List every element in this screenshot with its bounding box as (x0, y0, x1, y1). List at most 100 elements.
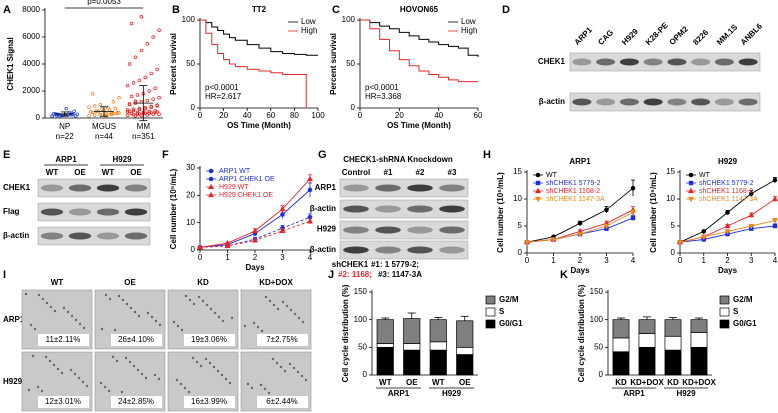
group-label: ARP1 (623, 389, 645, 398)
note: shCHEK1 (332, 260, 369, 269)
cell-speck (150, 315, 154, 319)
x-tick-label: 20 (219, 111, 228, 120)
cell-speck (283, 369, 287, 373)
cell-speck (146, 311, 150, 315)
cell-speck (228, 381, 232, 385)
band (343, 205, 369, 213)
cell-speck (111, 355, 115, 359)
column-label: KD+DOX (259, 278, 293, 287)
x-tick-label: 0 (358, 111, 363, 120)
point (87, 114, 91, 118)
row-label: β-actin (3, 231, 29, 240)
y-tick-label: 5 (518, 221, 523, 230)
lane-label: 8226 (691, 28, 710, 47)
y-axis-label: Cell number (10⁵/mL) (169, 168, 178, 249)
blot-bg (37, 178, 151, 198)
band (124, 232, 148, 240)
colony-label: 26±4.10% (118, 335, 154, 344)
label-box (184, 396, 235, 408)
point (125, 110, 130, 114)
x-tick-label: 3 (280, 253, 285, 262)
band (667, 58, 687, 66)
point (157, 28, 161, 33)
band (714, 58, 734, 66)
legend-label: G2/M (499, 295, 519, 304)
chart-title: HOVON65 (400, 5, 439, 14)
y-tick-label: 2000 (22, 86, 40, 95)
x-tick-label: MM (137, 122, 151, 131)
legend-swatch (485, 319, 496, 329)
point (90, 91, 95, 96)
cell-speck (276, 307, 280, 311)
y-tick-label: 150 (590, 287, 604, 296)
marker (700, 234, 707, 241)
band (439, 205, 465, 213)
point (135, 112, 140, 116)
band (643, 58, 663, 66)
row-label: CHEK1 (3, 183, 31, 192)
cell-speck (272, 303, 276, 307)
cell-speck (125, 302, 129, 306)
band (619, 98, 639, 106)
point (90, 110, 95, 115)
point (149, 104, 153, 109)
bar-segment (403, 349, 421, 376)
cell-speck (62, 306, 66, 310)
bar-segment (612, 351, 630, 376)
cell-speck (31, 354, 35, 358)
cell-speck (301, 320, 305, 324)
cell-speck (41, 297, 45, 301)
point (111, 111, 116, 116)
x-tick-label: 60 (266, 111, 275, 120)
band (738, 58, 758, 66)
label-box (184, 334, 235, 346)
marker (603, 223, 610, 230)
cell-speck (217, 315, 221, 319)
cell-speck (115, 359, 119, 363)
legend-label: H929 WT (219, 184, 249, 191)
cell-speck (259, 383, 263, 387)
note: #2: 1168; (338, 270, 372, 279)
note: #1: 1 5779-2; (371, 260, 419, 269)
cell-speck (197, 295, 201, 299)
point (117, 95, 121, 100)
cell-speck (158, 323, 162, 327)
legend-label: High (301, 26, 317, 35)
y-tick-label: 0 (191, 245, 196, 254)
band (40, 208, 64, 216)
group-label: ARP1 (388, 389, 410, 398)
x-tick-label: OE (406, 378, 418, 387)
cell-speck (300, 374, 304, 378)
cell-speck (267, 391, 271, 395)
cell-speck (129, 306, 133, 310)
cell-speck (100, 327, 104, 331)
lane-label: #1 (384, 168, 393, 177)
point (133, 114, 138, 118)
cell-speck (304, 378, 308, 382)
band (96, 184, 120, 192)
y-tick-label: 0 (671, 248, 676, 257)
band (714, 98, 734, 106)
bar-segment (376, 319, 394, 344)
x-tick-label: 2 (253, 253, 258, 262)
marker (280, 212, 285, 217)
cell-speck (108, 297, 112, 301)
series-line (526, 212, 634, 243)
cell-speck (74, 318, 78, 322)
group-label: ARP1 (55, 155, 77, 164)
label-box (38, 334, 89, 346)
marker (224, 239, 231, 246)
bar-segment (403, 343, 421, 351)
lane-label: #3 (448, 168, 457, 177)
point (139, 15, 144, 19)
point (127, 102, 132, 106)
legend-marker (208, 176, 214, 182)
marker (550, 237, 557, 243)
legend-swatch (719, 307, 730, 317)
group-label: H929 (676, 389, 696, 398)
legend-swatch (719, 319, 730, 329)
y-tick-label: 10 (513, 194, 522, 203)
marker (772, 218, 778, 224)
legend-label: H929 CHEK1 OE (219, 192, 273, 199)
marker (279, 227, 286, 233)
